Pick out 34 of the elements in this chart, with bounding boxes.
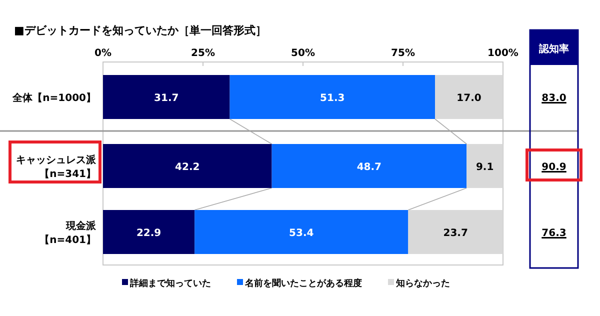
text: 認知率	[538, 43, 569, 55]
legend-label: 詳細まで知っていた	[129, 278, 211, 289]
data-label: 51.3	[320, 93, 345, 104]
x-tick-label: 50%	[291, 48, 315, 59]
詳細まで知っていた: 22.9	[103, 210, 195, 254]
x-tick-label: 25%	[191, 48, 215, 59]
data-label: 31.7	[154, 93, 179, 104]
名前を聞いたことがある程度: 48.7	[272, 144, 467, 188]
data-label: 42.2	[175, 162, 200, 173]
text: 83.0	[542, 93, 566, 104]
data-label: 23.7	[443, 228, 468, 239]
data-label: 9.1	[476, 162, 494, 173]
x-tick-label: 75%	[391, 48, 415, 59]
知らなかった: 23.7	[408, 210, 503, 254]
data-label: 22.9	[136, 228, 162, 239]
知らなかった: 9.1	[466, 144, 503, 188]
chart-title: ■デビットカードを知っていたか［単一回答形式］	[14, 24, 266, 37]
legend-label: 知らなかった	[395, 278, 450, 289]
data-label: 53.4	[289, 228, 314, 239]
y-tick-label: 現金派【n=401】	[40, 220, 97, 246]
名前を聞いたことがある程度: 53.4	[194, 210, 408, 254]
詳細まで知っていた: 31.7	[103, 75, 230, 119]
x-tick-label: 0%	[94, 48, 112, 59]
詳細まで知っていた: 42.2	[103, 144, 272, 188]
legend-label: 名前を聞いたことがある程度	[244, 278, 362, 289]
text: 90.9	[542, 162, 566, 173]
y-tick-label: キャッシュレス派【n=341】	[16, 154, 97, 180]
text: 76.3	[542, 228, 566, 239]
data-label: 17.0	[456, 93, 482, 104]
x-tick-label: 100%	[488, 48, 518, 59]
data-label: 48.7	[356, 162, 382, 173]
知らなかった: 17.0	[435, 75, 503, 119]
名前を聞いたことがある程度: 51.3	[230, 75, 435, 119]
y-tick-label: 全体【n=1000】	[12, 92, 96, 104]
